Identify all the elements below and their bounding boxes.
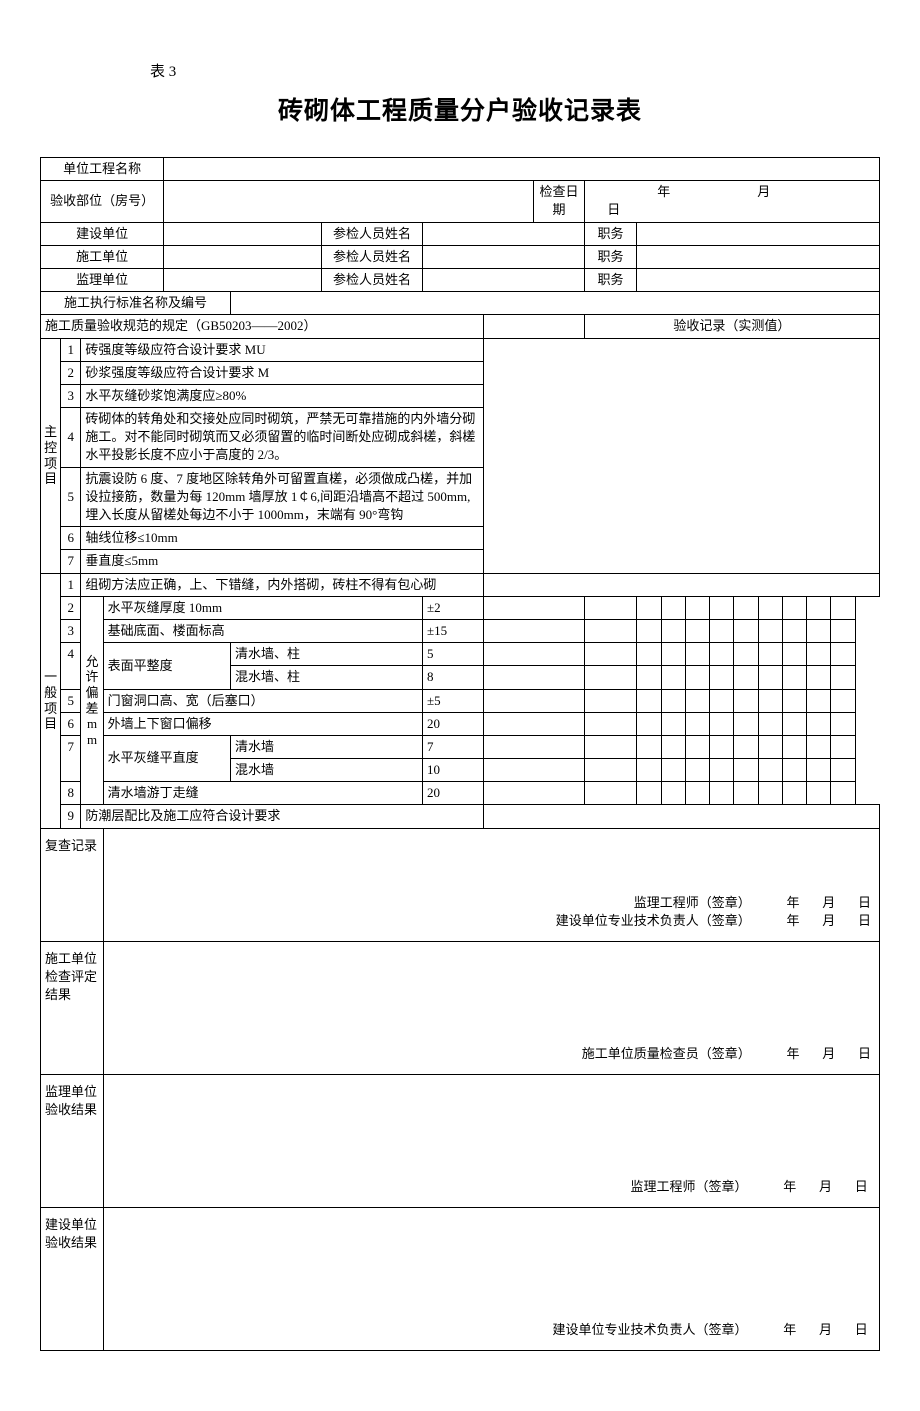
gen-8-tol: 20 [423,782,484,805]
gen-3-num: 3 [61,619,81,642]
recheck-area[interactable]: 监理工程师（签章） 年 月 日 建设单位专业技术负责人（签章） 年 月 日 [103,828,879,941]
form-table: 单位工程名称 验收部位（房号） 检查日期 年月日 建设单位 参检人员姓名 职务 … [40,157,880,1351]
inspector-label-2: 参检人员姓名 [321,245,422,268]
inspector-value-3[interactable] [423,268,585,291]
supervise-unit-label: 监理单位 [41,268,164,291]
gen-4-tol1: 5 [423,643,484,666]
main-record-area[interactable] [483,338,879,573]
standard-value[interactable] [231,292,880,315]
record-label: 验收记录（实测值） [584,315,879,338]
gen-1-record[interactable] [483,573,879,596]
position-label-2: 职务 [584,245,637,268]
gen-9-text: 防潮层配比及施工应符合设计要求 [81,805,483,828]
general-group-label: 一般项目 [41,573,61,828]
supervise-unit-value[interactable] [164,268,322,291]
gen-9-num: 9 [61,805,81,828]
supervise-result-area[interactable]: 监理工程师（签章） 年 月 日 [103,1074,879,1207]
inspector-value-2[interactable] [423,245,585,268]
check-date-value[interactable]: 年月日 [584,181,879,222]
spec-label: 施工质量验收规范的规定（GB50203——2002） [41,315,484,338]
dev-label: 允许偏差mm [81,596,103,805]
check-date-label: 检查日期 [534,181,585,222]
gen-6-tol: 20 [423,712,484,735]
inspector-value-1[interactable] [423,222,585,245]
main-group-label: 主控项目 [41,338,61,573]
supervise-result-label: 监理单位验收结果 [41,1074,104,1207]
gen-6-text: 外墙上下窗口偏移 [103,712,422,735]
gen-7-num: 7 [61,735,81,758]
gen-1-num: 1 [61,573,81,596]
gen-5-tol: ±5 [423,689,484,712]
gen-9-record[interactable] [483,805,879,828]
position-label-1: 职务 [584,222,637,245]
gen-5-text: 门窗洞口高、宽（后塞口） [103,689,422,712]
position-value-1[interactable] [637,222,880,245]
main-6-text: 轴线位移≤10mm [81,527,483,550]
build-result-label: 建设单位验收结果 [41,1207,104,1350]
gen-1-text: 组砌方法应正确，上、下错缝，内外搭砌，砖柱不得有包心砌 [81,573,483,596]
gen-8-num: 8 [61,782,81,805]
gen-3-text: 基础底面、楼面标高 [103,619,422,642]
gen-7-text: 水平灰缝平直度 [103,735,230,781]
main-2-num: 2 [61,361,81,384]
construct-result-label: 施工单位检查评定结果 [41,941,104,1074]
project-name-label: 单位工程名称 [41,158,164,181]
gen-7-tol2: 10 [423,759,484,782]
page-title: 砖砌体工程质量分户验收记录表 [40,91,880,127]
spec-blank[interactable] [483,315,584,338]
build-result-area[interactable]: 建设单位专业技术负责人（签章） 年 月 日 [103,1207,879,1350]
inspector-label-1: 参检人员姓名 [321,222,422,245]
gen-4-tol2: 8 [423,666,484,689]
main-5-num: 5 [61,467,81,527]
standard-label: 施工执行标准名称及编号 [41,292,231,315]
main-4-text: 砖砌体的转角处和交接处应同时砌筑，严禁无可靠措施的内外墙分砌施工。对不能同时砌筑… [81,408,483,468]
gen-2-text: 水平灰缝厚度 10mm [103,596,422,619]
main-3-text: 水平灰缝砂浆饱满度应≥80% [81,384,483,407]
gen-7-sub1: 清水墙 [231,735,423,758]
main-4-num: 4 [61,408,81,468]
main-6-num: 6 [61,527,81,550]
main-5-text: 抗震设防 6 度、7 度地区除转角外可留置直槎，必须做成凸槎，并加设拉接筋，数量… [81,467,483,527]
gen-5-num: 5 [61,689,81,712]
main-7-text: 垂直度≤5mm [81,550,483,573]
gen-2-tol: ±2 [423,596,484,619]
main-2-text: 砂浆强度等级应符合设计要求 M [81,361,483,384]
construct-unit-value[interactable] [164,245,322,268]
gen-6-num: 6 [61,712,81,735]
build-unit-label: 建设单位 [41,222,164,245]
gen-4-text: 表面平整度 [103,643,230,689]
main-1-text: 砖强度等级应符合设计要求 MU [81,338,483,361]
accept-part-label: 验收部位（房号） [41,181,164,222]
gen-4-num: 4 [61,643,81,666]
position-label-3: 职务 [584,268,637,291]
table-number: 表 3 [150,60,880,81]
accept-part-value[interactable] [164,181,534,222]
recheck-label: 复查记录 [41,828,104,941]
gen-8-text: 清水墙游丁走缝 [103,782,422,805]
gen-7-tol1: 7 [423,735,484,758]
construct-result-area[interactable]: 施工单位质量检查员（签章） 年 月 日 [103,941,879,1074]
gen-2-num: 2 [61,596,81,619]
build-unit-value[interactable] [164,222,322,245]
gen-4-sub2: 混水墙、柱 [231,666,423,689]
construct-unit-label: 施工单位 [41,245,164,268]
main-7-num: 7 [61,550,81,573]
position-value-2[interactable] [637,245,880,268]
project-name-value[interactable] [164,158,880,181]
main-1-num: 1 [61,338,81,361]
gen-4-sub1: 清水墙、柱 [231,643,423,666]
gen-3-tol: ±15 [423,619,484,642]
position-value-3[interactable] [637,268,880,291]
gen-7-sub2: 混水墙 [231,759,423,782]
inspector-label-3: 参检人员姓名 [321,268,422,291]
main-3-num: 3 [61,384,81,407]
